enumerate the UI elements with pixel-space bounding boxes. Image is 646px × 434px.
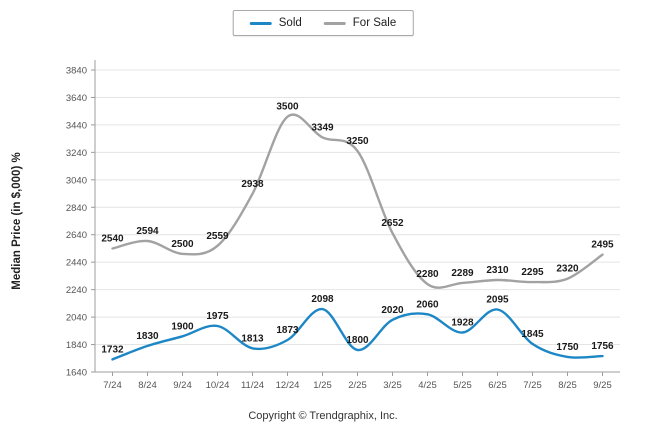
for-sale-data-label: 2495 [591,240,614,251]
x-tick-label: 9/24 [173,380,192,391]
y-tick-label: 2040 [66,313,87,324]
for-sale-data-label: 3250 [346,136,369,147]
y-tick-label: 2440 [66,258,87,269]
sold-data-label: 1732 [101,344,124,355]
y-tick-label: 3440 [66,120,87,131]
x-tick-label: 4/25 [418,380,437,391]
for-sale-data-label: 3500 [276,102,299,113]
y-tick-label: 3640 [66,93,87,104]
sold-series-line [111,307,604,361]
x-tick-label: 6/25 [488,380,507,391]
sold-data-label: 1800 [346,335,369,346]
legend-item-sold: Sold [249,17,302,29]
x-tick-label: 1/25 [313,380,332,391]
copyright-text: Copyright © Trendgraphix, Inc. [248,410,398,422]
for-sale-data-label: 2289 [451,268,474,279]
sold-data-label: 1750 [556,342,579,353]
legend-label-for-sale: For Sale [352,17,397,29]
x-tick-label: 3/25 [383,380,402,391]
legend-label-sold: Sold [278,17,302,29]
chart-legend: Sold For Sale [232,10,414,36]
x-tick-label: 8/25 [558,380,577,391]
for-sale-data-label: 2594 [136,226,159,237]
for-sale-data-label: 2500 [171,239,194,250]
x-tick-label: 9/25 [593,380,612,391]
sold-data-label: 1845 [521,329,544,340]
sold-data-label: 2095 [486,295,509,306]
for-sale-data-label: 2295 [521,267,544,278]
sold-data-label: 2020 [381,305,404,316]
for-sale-data-label: 2310 [486,265,509,276]
y-tick-label: 2640 [66,230,87,241]
for-sale-series-line [111,113,604,289]
sold-data-label: 1928 [451,317,474,328]
for-sale-line-swatch [323,21,346,25]
for-sale-data-label: 2280 [416,269,439,280]
x-tick-label: 7/24 [103,380,122,391]
y-tick-label: 3840 [66,66,87,77]
sold-line-swatch [249,21,272,25]
sold-data-label: 1900 [171,321,194,332]
y-tick-label: 1840 [66,340,87,351]
x-tick-label: 11/24 [241,380,264,391]
y-tick-label: 2240 [66,285,87,296]
for-sale-data-label: 2652 [381,218,404,229]
x-tick-label: 2/25 [348,380,367,391]
sold-data-label: 1756 [591,341,614,352]
y-tick-label: 3240 [66,148,87,159]
x-tick-label: 5/25 [453,380,472,391]
sold-data-label: 1975 [206,311,229,322]
sold-data-label: 1813 [241,333,264,344]
x-tick-label: 10/24 [206,380,230,391]
sold-data-label: 2098 [311,294,334,305]
legend-item-for-sale: For Sale [323,17,397,29]
for-sale-data-label: 2540 [101,233,124,244]
y-tick-label: 2840 [66,203,87,214]
x-tick-label: 7/25 [523,380,542,391]
sold-data-label: 1830 [136,331,159,342]
sold-data-label: 1873 [276,325,299,336]
x-tick-label: 8/24 [138,380,157,391]
y-axis-title: Median Price (in $,000) % [11,152,23,289]
y-tick-label: 1640 [66,368,87,379]
for-sale-data-label: 2320 [556,264,579,275]
y-tick-label: 3040 [66,175,87,186]
median-price-line-chart: 1640 1840 2040 2240 2440 2640 2840 3040 3240 3440… [11,60,620,391]
sold-data-label: 2060 [416,299,439,310]
for-sale-data-label: 2559 [206,231,229,242]
for-sale-data-label: 3349 [311,122,334,133]
x-tick-label: 12/24 [276,380,300,391]
for-sale-data-label: 2938 [241,179,264,190]
